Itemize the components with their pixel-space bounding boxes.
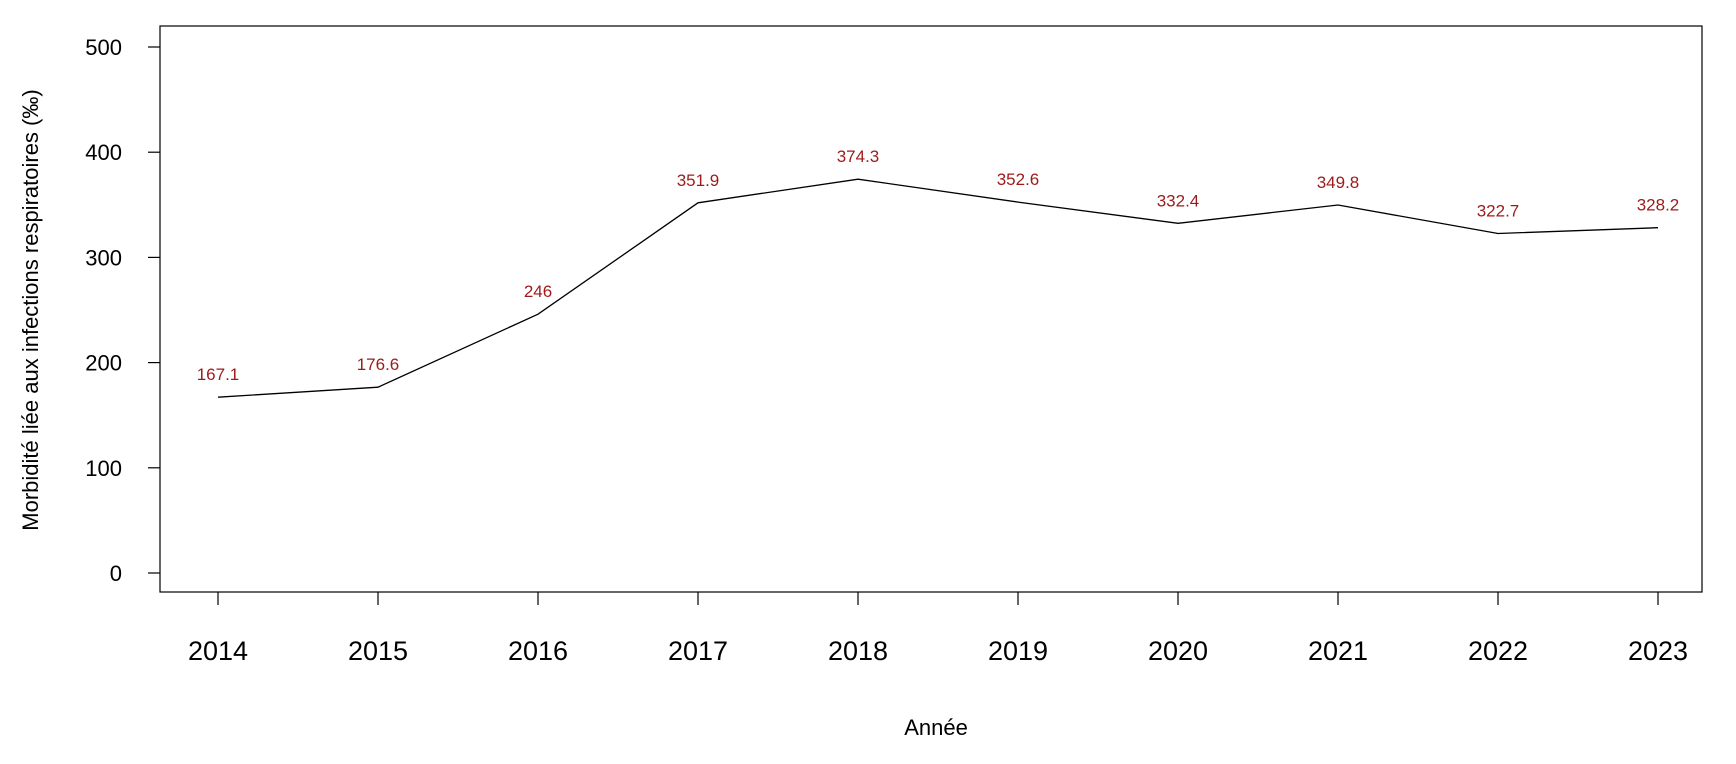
data-label: 246 [524,282,552,301]
x-tick-label: 2017 [668,636,728,666]
y-tick-label: 0 [110,561,122,586]
x-axis-title: Année [904,715,968,740]
data-label: 167.1 [197,365,240,384]
data-label: 328.2 [1637,196,1680,215]
x-tick-label: 2015 [348,636,408,666]
data-label: 322.7 [1477,202,1520,221]
series-line [217,178,1659,398]
x-tick-label: 2022 [1468,636,1528,666]
data-label: 374.3 [837,147,880,166]
x-tick-label: 2018 [828,636,888,666]
y-tick-label: 100 [85,456,122,481]
x-axis: 2014 2015 2016 2017 2018 2019 2020 2021 2022 2023 [188,592,1688,666]
y-axis-title: Morbidité liée aux infections respiratoi… [18,89,43,530]
y-axis: 0 100 200 300 400 500 [85,35,160,586]
x-tick-label: 2014 [188,636,248,666]
data-label: 176.6 [357,355,400,374]
x-tick-label: 2016 [508,636,568,666]
y-tick-label: 500 [85,35,122,60]
data-label: 332.4 [1157,191,1200,210]
x-tick-label: 2019 [988,636,1048,666]
y-tick-label: 300 [85,245,122,270]
data-label: 352.6 [997,170,1040,189]
y-tick-label: 400 [85,140,122,165]
x-tick-label: 2020 [1148,636,1208,666]
x-tick-label: 2023 [1628,636,1688,666]
y-tick-label: 200 [85,351,122,376]
series-group: 167.1 176.6 246 351.9 374.3 352.6 332.4 349.8 32… [197,147,1680,398]
plot-frame [159,25,1703,593]
x-tick-label: 2021 [1308,636,1368,666]
data-label: 351.9 [677,171,720,190]
data-label: 349.8 [1317,173,1360,192]
